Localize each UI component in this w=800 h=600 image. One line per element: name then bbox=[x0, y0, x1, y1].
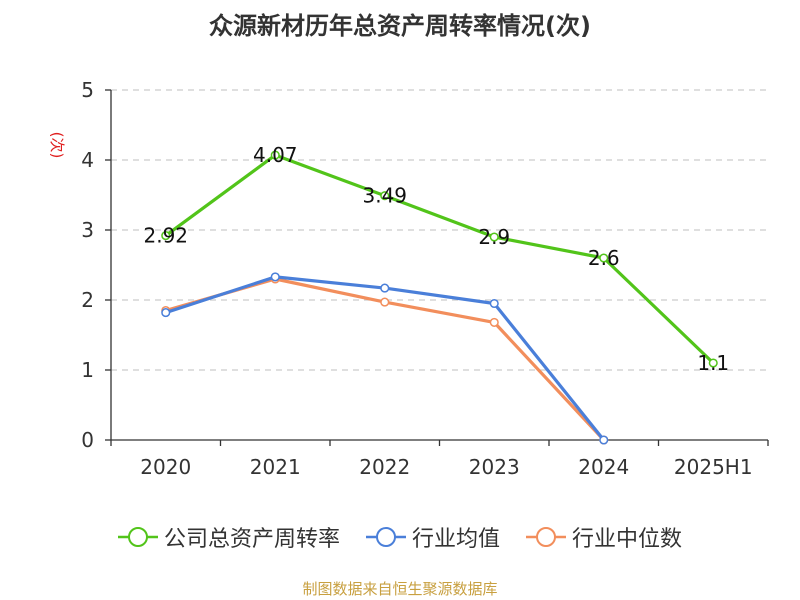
data-label: 2.9 bbox=[478, 225, 510, 249]
x-tick-label: 2024 bbox=[578, 455, 629, 479]
y-tick-label: 5 bbox=[81, 78, 94, 102]
data-point bbox=[380, 191, 390, 201]
data-label: 1.1 bbox=[697, 351, 729, 375]
legend-marker-icon bbox=[117, 527, 158, 547]
legend-marker-icon bbox=[526, 527, 566, 547]
chart-title: 众源新材历年总资产周转率情况(次) bbox=[209, 12, 591, 40]
y-axis-label: (次) bbox=[48, 132, 66, 159]
x-tick-label: 2022 bbox=[359, 455, 410, 479]
legend-label: 公司总资产周转率 bbox=[163, 527, 340, 552]
data-point bbox=[489, 232, 499, 242]
data-label: 2.92 bbox=[143, 224, 188, 248]
series-line bbox=[164, 153, 715, 365]
y-tick-label: 1 bbox=[81, 358, 94, 382]
data-point bbox=[270, 272, 280, 282]
data-label: 3.49 bbox=[362, 184, 407, 208]
data-point bbox=[161, 308, 171, 318]
data-point bbox=[599, 435, 609, 445]
legend-label: 行业中位数 bbox=[572, 527, 683, 552]
y-tick-label: 0 bbox=[81, 428, 94, 452]
data-point bbox=[161, 231, 171, 241]
legend-marker-icon bbox=[365, 527, 406, 547]
data-label: 2.6 bbox=[588, 246, 620, 270]
x-tick-label: 2025H1 bbox=[674, 455, 753, 479]
x-tick-label: 2021 bbox=[250, 455, 301, 479]
data-label: 4.07 bbox=[253, 143, 298, 167]
data-point bbox=[599, 253, 609, 263]
data-point bbox=[489, 317, 499, 327]
legend-label: 行业均值 bbox=[411, 527, 500, 552]
x-tick-label: 2020 bbox=[140, 455, 191, 479]
data-point bbox=[270, 150, 280, 160]
legend-item[interactable]: 行业中位数 bbox=[526, 521, 682, 553]
data-point bbox=[380, 283, 390, 293]
legend-item[interactable]: 公司总资产周转率 bbox=[117, 521, 340, 553]
y-tick-label: 3 bbox=[81, 218, 94, 242]
x-tick-label: 2023 bbox=[469, 455, 520, 479]
y-tick-label: 2 bbox=[81, 288, 94, 312]
legend-item[interactable]: 行业均值 bbox=[365, 521, 500, 553]
legend: 公司总资产周转率 行业均值 行业中位数 bbox=[0, 519, 800, 555]
y-tick-label: 4 bbox=[81, 148, 94, 172]
data-point bbox=[708, 358, 718, 368]
data-point bbox=[489, 298, 499, 309]
data-point bbox=[380, 297, 390, 307]
source-note: 制图数据来自恒生聚源数据库 bbox=[302, 580, 498, 598]
